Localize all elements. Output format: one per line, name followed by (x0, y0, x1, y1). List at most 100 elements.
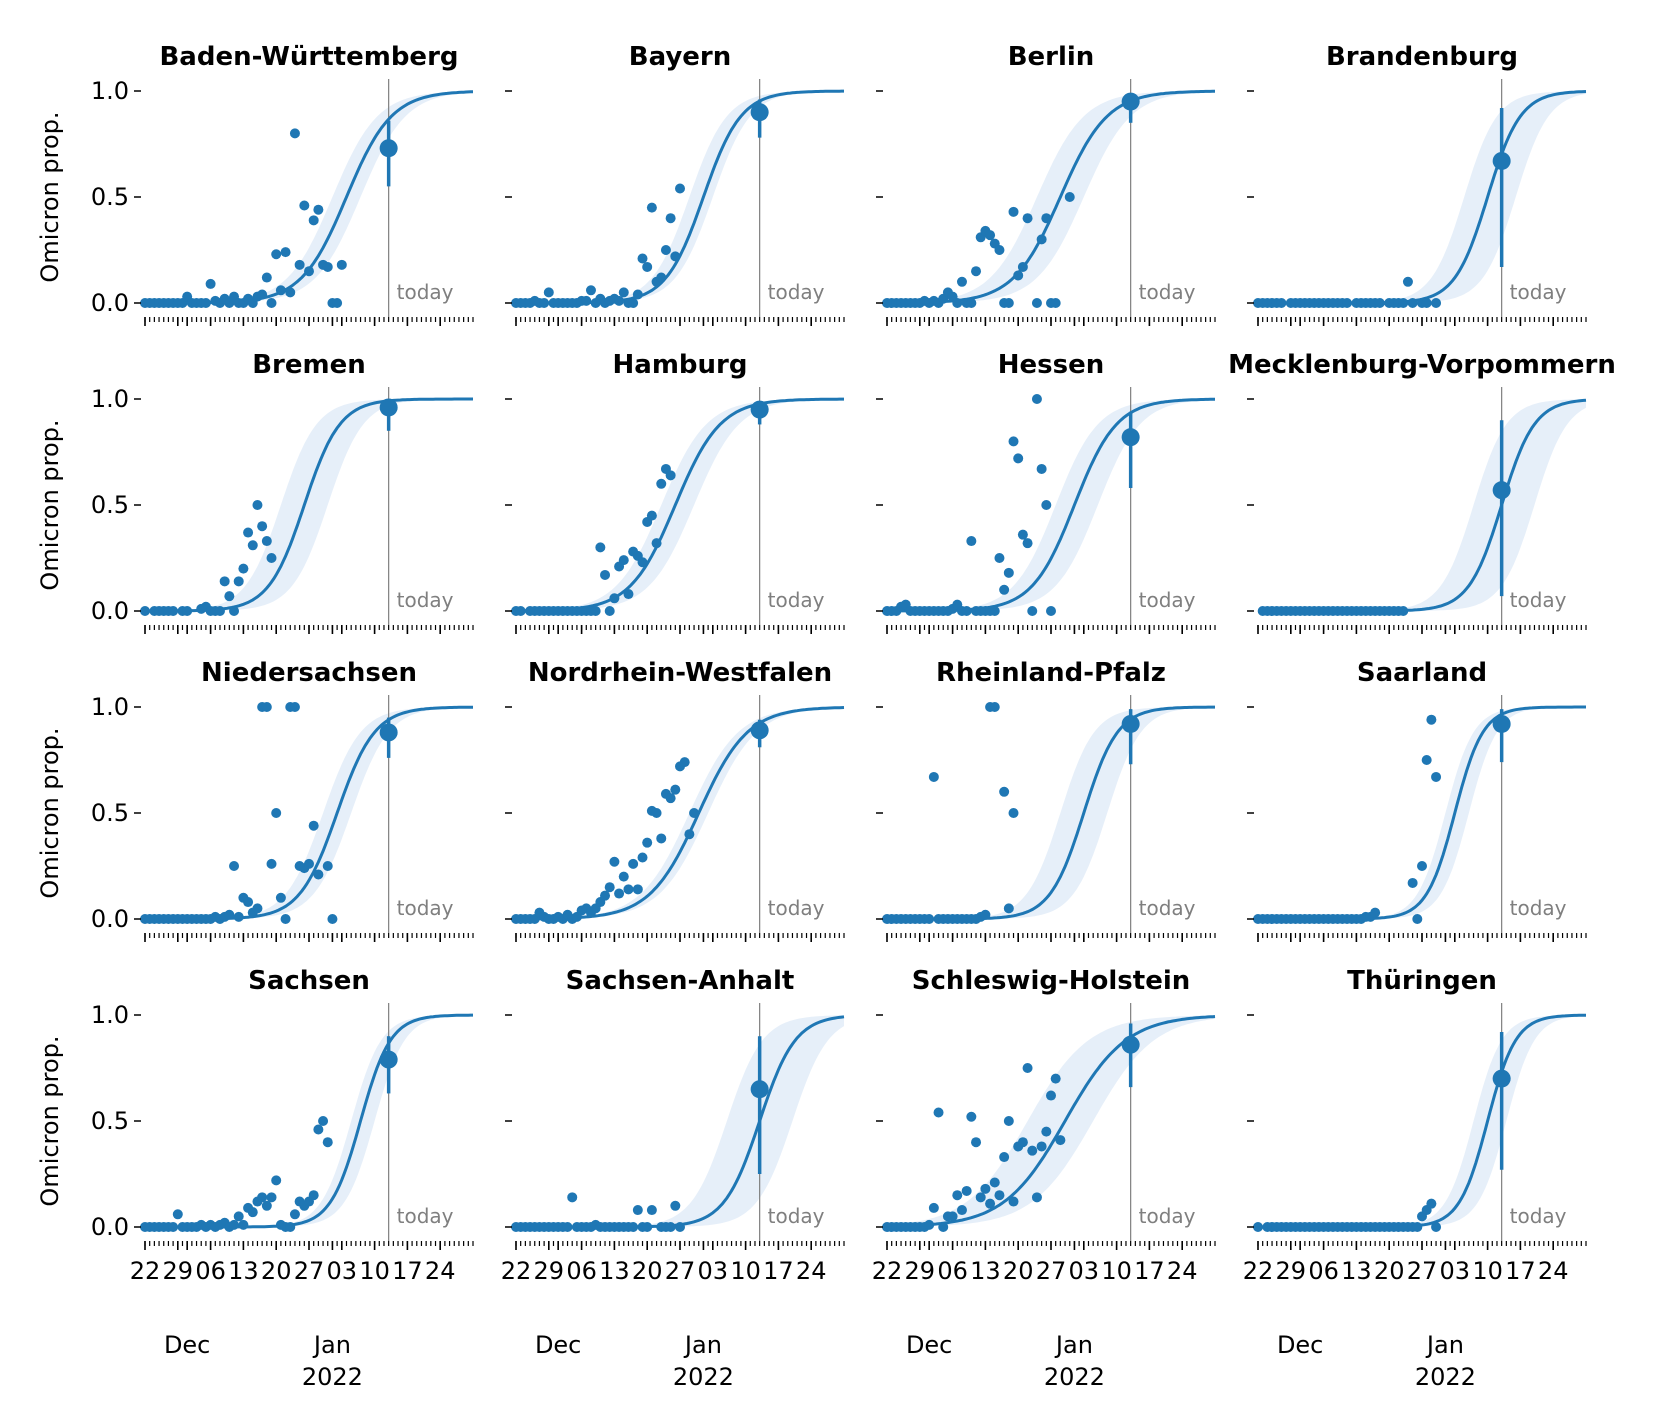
today-estimate (1121, 92, 1140, 111)
credible-band (887, 91, 1215, 303)
panel-title: Saarland (1357, 658, 1487, 688)
x-month-label: Dec (906, 1331, 952, 1359)
today-label: today (1510, 588, 1567, 612)
data-point (994, 553, 1005, 563)
data-point (205, 278, 216, 289)
data-point (182, 606, 193, 616)
today-label: today (397, 588, 454, 612)
today-label: today (1139, 1204, 1196, 1228)
panel-brandenburg: Brandenburg today (1247, 42, 1587, 326)
panel-title: Bremen (252, 350, 366, 380)
x-day-label: 13 (970, 1257, 1001, 1285)
data-point (280, 914, 291, 924)
x-day-label: 10 (730, 1257, 761, 1285)
panel-sachsen-anhalt: Sachsen-Anhalt today 22 29 06 13 20 27 03 10 17 24 D… (501, 966, 845, 1391)
data-point (646, 1205, 657, 1216)
y-tick-label: 0.5 (91, 491, 129, 519)
data-point (1050, 1073, 1061, 1084)
y-tick-label: 1.0 (91, 1001, 129, 1029)
data-point (1031, 1192, 1042, 1203)
data-point (219, 576, 230, 587)
data-point (238, 1219, 249, 1230)
x-day-label: 13 (1341, 1257, 1372, 1285)
data-point (651, 538, 662, 549)
data-point (1064, 192, 1075, 202)
data-point (332, 298, 343, 308)
data-point (266, 1192, 277, 1203)
data-point (961, 606, 972, 616)
data-point (1055, 1135, 1066, 1146)
y-tick-label: 0.0 (91, 905, 129, 933)
data-point (308, 215, 319, 226)
panel-title: Rheinland-Pfalz (936, 658, 1166, 688)
data-point (670, 784, 681, 795)
x-day-label: 10 (1472, 1257, 1503, 1285)
x-month-label-line: Jan (1054, 1331, 1093, 1359)
data-point (294, 259, 305, 270)
x-day-label: 22 (1243, 1257, 1274, 1285)
credible-band (1258, 91, 1586, 303)
data-point (665, 1222, 676, 1232)
data-point (947, 1211, 958, 1222)
data-point (1374, 298, 1385, 308)
fitted-curve (516, 706, 845, 921)
data-point (271, 808, 282, 818)
y-axis-label: Omicron prop. (36, 1035, 64, 1206)
x-day-label: 17 (1505, 1257, 1536, 1285)
data-point (285, 287, 296, 298)
credible-band (145, 707, 473, 919)
y-tick-label: 1.0 (91, 693, 129, 721)
data-point (275, 285, 286, 296)
data-point (1008, 436, 1019, 447)
x-day-label: 27 (1407, 1257, 1438, 1285)
data-point (515, 606, 526, 616)
x-month-label-line: Dec (164, 1331, 210, 1359)
data-point (1008, 808, 1019, 818)
today-label: today (768, 280, 825, 304)
y-tick-label: 0.0 (91, 1213, 129, 1241)
data-point (567, 1192, 578, 1203)
x-day-label: 20 (261, 1257, 292, 1285)
data-point (214, 606, 225, 616)
data-point (665, 213, 676, 224)
x-day-label: 24 (796, 1257, 827, 1285)
panel-th-ringen: Thüringen today 22 29 06 13 20 27 03 10 17 24 Dec Jan… (1243, 966, 1587, 1391)
credible-band (887, 399, 1215, 611)
data-point (642, 837, 653, 848)
data-point (233, 576, 244, 587)
data-point (168, 606, 179, 616)
x-month-label: Dec (1277, 1331, 1323, 1359)
data-point (224, 591, 235, 602)
data-point (614, 888, 625, 899)
x-day-label: 29 (1276, 1257, 1307, 1285)
x-day-label: 03 (327, 1257, 358, 1285)
panel-title: Baden-Württemberg (159, 42, 458, 72)
today-estimate (1121, 428, 1140, 447)
data-point (1027, 1145, 1038, 1156)
data-point (1421, 755, 1432, 765)
panel-title: Nordrhein-Westfalen (528, 658, 832, 688)
x-day-label: 13 (228, 1257, 259, 1285)
x-day-label: 06 (195, 1257, 226, 1285)
data-point (623, 589, 634, 600)
data-point (313, 204, 324, 215)
data-point (289, 1209, 300, 1220)
data-point (1041, 1126, 1052, 1137)
x-month-label: Dec (164, 1331, 210, 1359)
x-day-label: 24 (1538, 1257, 1569, 1285)
x-day-label: 06 (937, 1257, 968, 1285)
data-point (994, 245, 1005, 255)
data-point (1412, 1222, 1423, 1232)
data-point (308, 1190, 319, 1201)
data-point (604, 606, 615, 616)
data-point (1036, 463, 1047, 474)
data-point (1022, 213, 1033, 224)
data-point (1008, 206, 1019, 217)
data-point (989, 1177, 1000, 1188)
data-point (318, 1116, 329, 1126)
data-point (308, 820, 319, 831)
data-point (257, 289, 268, 300)
x-month-label-line: Dec (535, 1331, 581, 1359)
data-point (1022, 1063, 1033, 1073)
data-point (1013, 453, 1024, 464)
